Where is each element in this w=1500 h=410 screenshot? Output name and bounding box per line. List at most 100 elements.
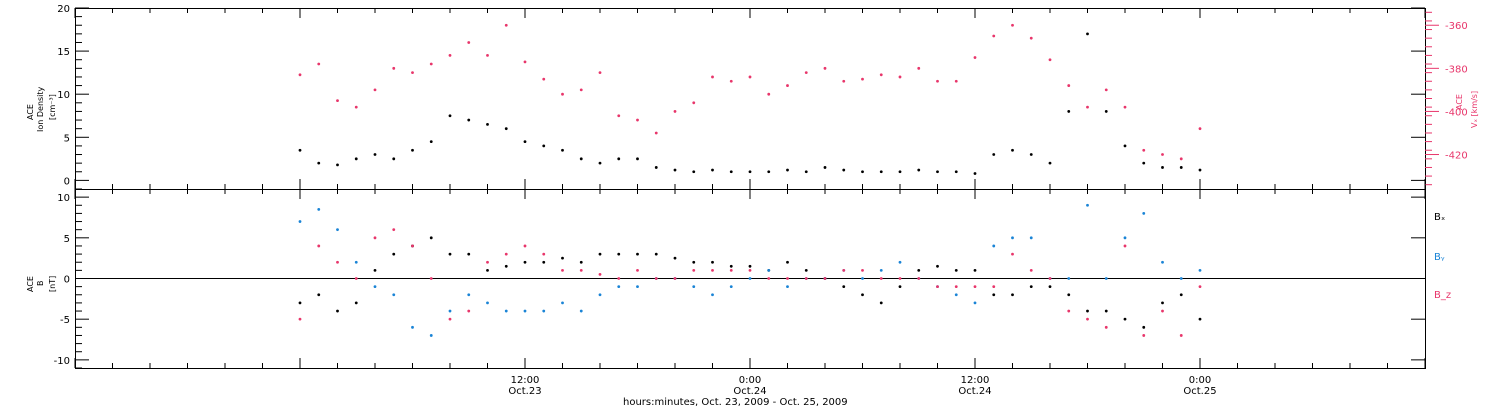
top-point-vx — [561, 92, 564, 96]
top-panel: 0 5 10 15 20 -420 -400 -380 -360 ACE Ion Densit… — [26, 4, 1479, 190]
top-left-ylabel-line3: [cm⁻³] — [48, 94, 57, 120]
bottom-point-b — [504, 309, 508, 313]
top-point-vx — [373, 88, 377, 92]
bottom-point-b — [1198, 268, 1202, 272]
bottom-point-bz — [954, 285, 958, 289]
x-tick-label-date: Oct.23 — [508, 386, 541, 397]
top-left-ylabel-line1: ACE — [26, 104, 35, 120]
bottom-point-b — [954, 293, 958, 297]
bottom-point-bz — [1198, 285, 1202, 289]
bottom-point-b — [1142, 212, 1146, 215]
bottom-point-b — [411, 325, 414, 329]
bottom-point-b — [917, 268, 921, 272]
top-point-vx — [861, 77, 864, 81]
bottom-point-bz — [523, 244, 527, 248]
top-right-tick-label: -420 — [1445, 151, 1468, 162]
bottom-point-bz — [898, 277, 902, 280]
bottom-point-b — [542, 309, 546, 313]
bottom-point-b — [992, 293, 996, 297]
bottom-point-b — [317, 207, 321, 211]
top-point-iondensity — [1029, 153, 1033, 156]
bottom-point-b — [729, 264, 733, 268]
top-point-iondensity — [748, 170, 752, 174]
bottom-point-b — [879, 268, 883, 272]
top-point-vx — [654, 131, 658, 135]
bottom-point-b — [673, 256, 677, 260]
bottom-point-b — [354, 301, 358, 305]
bottom-point-bz — [673, 277, 677, 280]
top-point-iondensity — [1086, 32, 1089, 36]
top-point-vx — [936, 79, 939, 83]
bottom-point-b — [1048, 285, 1052, 289]
bottom-point-b — [598, 293, 602, 297]
bottom-point-b — [804, 268, 808, 272]
bottom-point-b — [692, 285, 696, 289]
top-point-vx — [729, 79, 733, 83]
top-point-vx — [1011, 23, 1014, 27]
bottom-point-b — [429, 334, 433, 337]
top-point-vx — [973, 56, 977, 59]
bottom-point-b — [373, 268, 377, 272]
bottom-ylabel-line2: B — [36, 281, 45, 287]
bottom-point-b — [373, 285, 377, 289]
top-point-vx — [617, 114, 621, 118]
top-point-iondensity — [898, 170, 902, 174]
top-point-vx — [598, 71, 602, 75]
x-axis: 12:00Oct.230:00Oct.2412:00Oct.240:00Oct.… — [74, 8, 1426, 397]
bottom-point-bz — [711, 268, 714, 272]
top-point-iondensity — [917, 168, 921, 172]
bottom-point-b — [429, 236, 433, 240]
bottom-point-b — [392, 252, 396, 256]
bottom-point-bz — [1029, 268, 1033, 272]
top-point-iondensity — [786, 168, 789, 172]
top-left-tick-label: 15 — [57, 47, 70, 58]
bottom-point-bz — [429, 277, 433, 280]
bottom-point-b — [973, 268, 977, 272]
top-data-points — [298, 23, 1202, 175]
top-point-vx — [504, 23, 508, 27]
top-point-iondensity — [636, 157, 639, 161]
top-point-vx — [767, 92, 771, 96]
bottom-point-b — [973, 301, 977, 305]
bottom-point-bz — [636, 268, 639, 272]
top-point-vx — [486, 54, 489, 57]
bottom-point-b — [298, 301, 302, 305]
bottom-point-b — [1011, 236, 1014, 240]
top-point-iondensity — [992, 153, 996, 156]
top-point-vx — [1086, 105, 1089, 109]
top-point-iondensity — [617, 157, 621, 161]
top-point-vx — [692, 101, 696, 105]
top-point-vx — [786, 84, 789, 87]
bottom-point-b — [1029, 285, 1033, 289]
legend: Bₓ Bᵧ B_z — [1434, 212, 1451, 301]
bottom-point-bz — [373, 236, 377, 240]
bottom-point-b — [336, 228, 339, 232]
bottom-point-bz — [392, 228, 396, 232]
bottom-point-b — [654, 252, 658, 256]
top-point-vx — [748, 75, 752, 79]
bottom-ylabel-line3: [nT] — [48, 276, 57, 292]
bottom-point-bz — [298, 317, 302, 321]
top-point-vx — [579, 88, 583, 92]
top-point-iondensity — [823, 166, 827, 169]
bottom-point-b — [448, 252, 452, 256]
top-point-vx — [467, 41, 471, 44]
bottom-point-b — [936, 264, 939, 268]
top-point-iondensity — [692, 170, 696, 174]
top-point-iondensity — [561, 148, 564, 152]
bottom-point-bz — [654, 277, 658, 280]
bottom-point-bz — [1011, 252, 1014, 256]
bottom-point-b — [1123, 317, 1127, 321]
bottom-left-tick-label: 5 — [64, 234, 70, 245]
bottom-point-bz — [1142, 334, 1146, 337]
bottom-point-b — [898, 285, 902, 289]
top-right-tick-label: -380 — [1445, 64, 1468, 75]
top-point-vx — [636, 118, 639, 122]
top-point-iondensity — [523, 140, 527, 143]
bottom-point-b — [636, 285, 639, 289]
bottom-point-bz — [1179, 334, 1183, 337]
bottom-point-bz — [598, 273, 602, 276]
bottom-point-b — [354, 260, 358, 264]
top-left-tick-label: 0 — [64, 176, 70, 187]
